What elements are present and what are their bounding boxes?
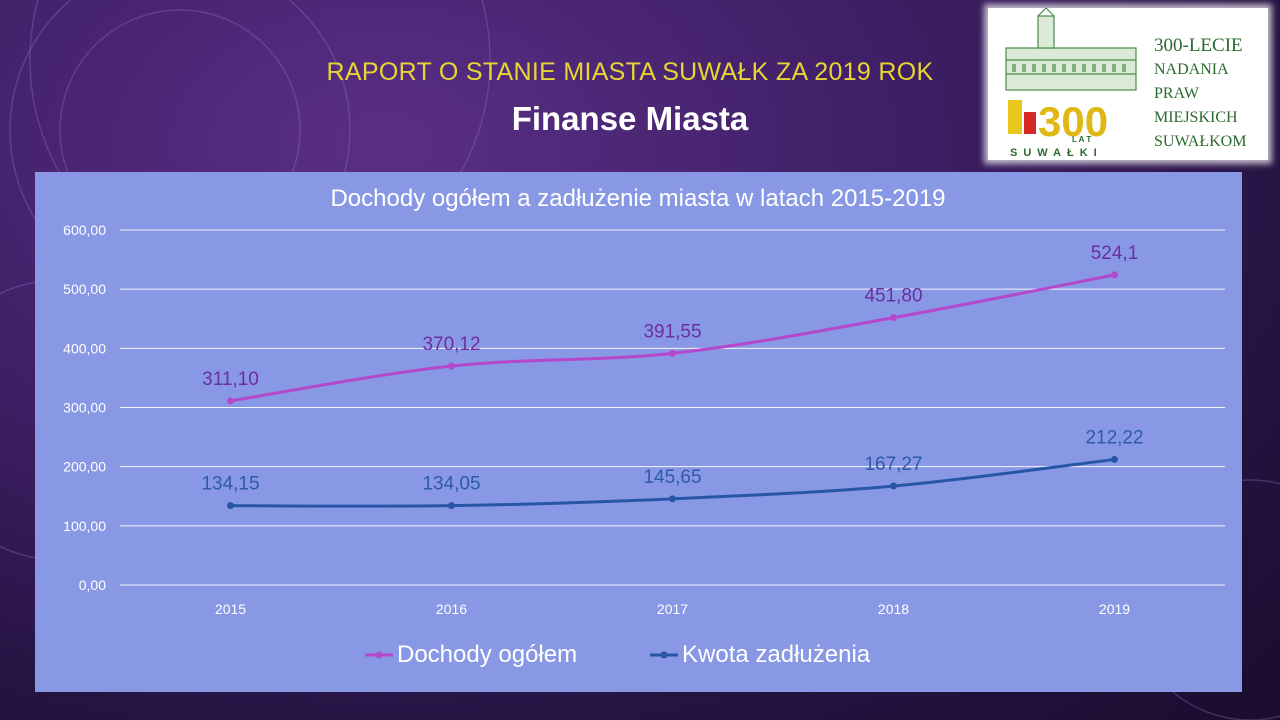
data-label: 134,05 — [422, 474, 480, 495]
y-tick-label: 200,00 — [63, 459, 106, 475]
chart-panel: Dochody ogółem a zadłużenie miasta w lat… — [35, 172, 1242, 692]
y-tick-label: 500,00 — [63, 281, 106, 297]
data-point — [227, 397, 234, 405]
data-point — [227, 502, 234, 510]
data-label: 524,1 — [1091, 243, 1139, 264]
y-tick-label: 400,00 — [63, 340, 106, 356]
logo-line-1: 300-LECIE — [1154, 35, 1243, 56]
data-label: 370,12 — [422, 334, 480, 355]
logo-line-5: SUWAŁKOM — [1154, 133, 1247, 150]
data-label: 311,10 — [202, 369, 259, 390]
slide-title: Finanse Miasta — [511, 100, 749, 137]
legend-marker — [660, 651, 668, 659]
chart-title: Dochody ogółem a zadłużenie miasta w lat… — [330, 185, 945, 212]
x-tick-label: 2015 — [215, 601, 246, 617]
logo-line-4: MIEJSKICH — [1154, 109, 1238, 126]
logo-caption: 300-LECIE NADANIA PRAW MIEJSKICH SUWAŁKO… — [1154, 34, 1246, 154]
slide-pretitle: RAPORT O STANIE MIASTA SUWAŁK ZA 2019 RO… — [326, 58, 934, 86]
y-tick-label: 300,00 — [63, 400, 106, 416]
town-hall-logo-icon: 300 L A T SUWAŁKI — [1005, 7, 1137, 159]
logo-line-2: NADANIA — [1154, 61, 1229, 78]
x-tick-label: 2019 — [1099, 601, 1130, 617]
y-tick-label: 100,00 — [63, 518, 106, 534]
data-point — [1111, 455, 1118, 463]
y-tick-label: 0,00 — [79, 577, 106, 593]
data-point — [669, 349, 676, 357]
data-point — [448, 362, 455, 370]
logo-badge-number: 300 — [1038, 98, 1108, 145]
data-point — [890, 482, 897, 490]
data-point — [669, 495, 676, 503]
data-point — [448, 502, 455, 510]
legend-label: Kwota zadłużenia — [682, 641, 871, 668]
line-chart: Dochody ogółem a zadłużenie miasta w lat… — [63, 185, 1225, 668]
logo-badge-sub: L A T — [1072, 135, 1091, 144]
data-label: 391,55 — [643, 321, 701, 342]
x-tick-label: 2016 — [436, 601, 467, 617]
data-label: 451,80 — [864, 286, 922, 307]
logo-line-3: PRAW — [1154, 85, 1199, 102]
legend-label: Dochody ogółem — [397, 641, 577, 668]
logo-city: SUWAŁKI — [1010, 147, 1103, 159]
y-tick-label: 600,00 — [63, 222, 106, 238]
anniversary-logo: 300 L A T SUWAŁKI 300-LECIE NADANIA PRAW… — [988, 7, 1268, 160]
x-tick-label: 2017 — [657, 601, 688, 617]
data-point — [890, 314, 897, 322]
data-label: 212,22 — [1085, 427, 1143, 448]
data-point — [1111, 271, 1118, 279]
data-label: 134,15 — [201, 474, 259, 495]
data-label: 145,65 — [643, 467, 701, 488]
x-tick-label: 2018 — [878, 601, 909, 617]
data-label: 167,27 — [864, 454, 922, 475]
legend-marker — [375, 651, 383, 659]
